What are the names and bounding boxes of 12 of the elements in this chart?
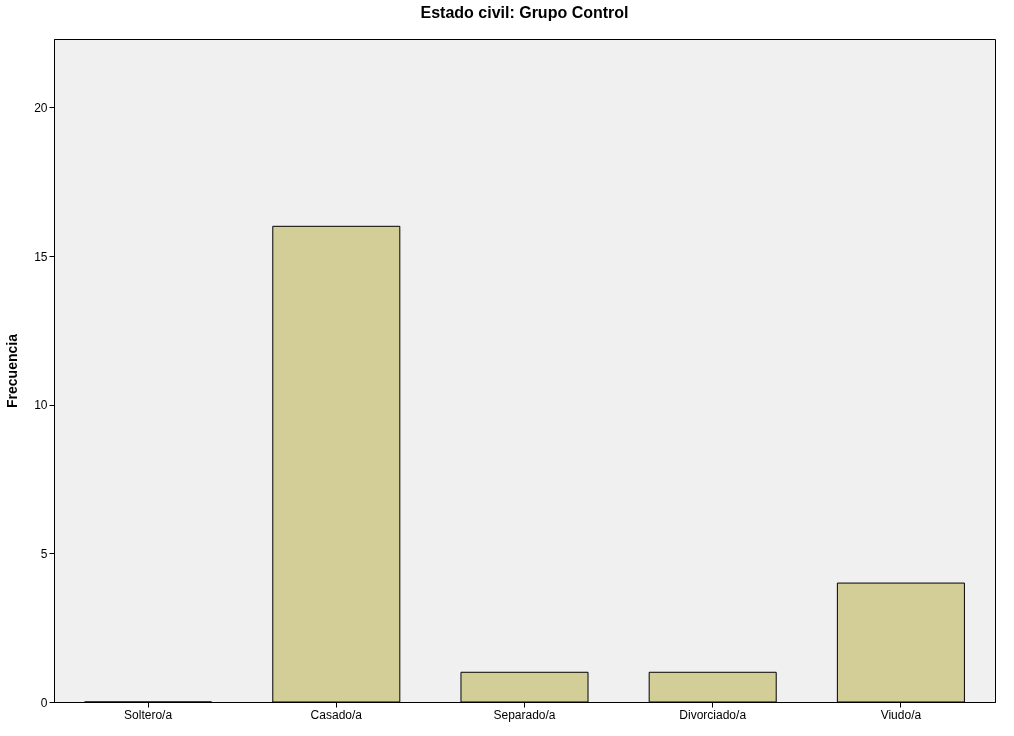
x-tick-label: Soltero/a: [124, 707, 173, 722]
y-tick-label: 15: [34, 249, 48, 264]
y-tick-label: 0: [40, 695, 48, 710]
x-tick-label: Casado/a: [310, 707, 363, 722]
y-axis-title: Frecuencia: [4, 333, 21, 408]
y-tick-label: 5: [40, 546, 48, 561]
x-tick-label: Separado/a: [493, 707, 556, 722]
y-tick-label: 20: [34, 100, 48, 115]
chart-title: Estado civil: Grupo Control: [420, 4, 629, 21]
y-tick-label: 10: [34, 398, 48, 413]
x-tick-label: Divorciado/a: [679, 707, 747, 722]
x-tick-label: Viudo/a: [880, 707, 922, 722]
